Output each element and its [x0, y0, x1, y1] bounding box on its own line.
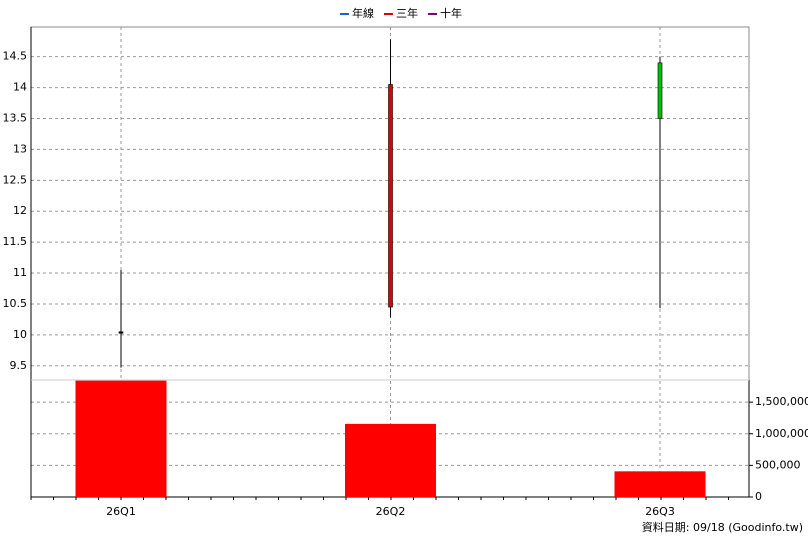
legend-label: 三年: [396, 6, 418, 20]
y-tick-label: 12.5: [3, 173, 28, 186]
candle-body: [118, 331, 124, 334]
y-tick-label: 13: [13, 142, 27, 155]
volume-bar: [614, 471, 706, 497]
volume-bar: [345, 423, 436, 497]
y2-tick-label: 0: [755, 490, 762, 503]
x-tick-label: 26Q3: [645, 505, 675, 518]
y-tick-label: 12: [13, 204, 27, 217]
y2-tick-label: 500,000: [755, 458, 801, 471]
y2-tick-label: 1,000,000: [755, 427, 808, 440]
y-tick-label: 11.5: [3, 235, 28, 248]
volume-bar: [75, 380, 167, 497]
y-tick-label: 14: [13, 81, 27, 94]
footer: 資料日期: 09/18 (Goodinfo.tw): [642, 520, 803, 534]
legend-label: 十年: [440, 6, 462, 20]
y-tick-label: 14.5: [3, 50, 28, 63]
y-tick-label: 11: [13, 266, 27, 279]
y2-tick-label: 1,500,000: [755, 395, 808, 408]
y-tick-label: 10.5: [3, 297, 28, 310]
x-tick-label: 26Q2: [376, 505, 406, 518]
candle-body: [388, 84, 393, 308]
legend-label: 年線: [352, 6, 374, 20]
x-tick-label: 26Q1: [106, 505, 136, 518]
y-tick-label: 13.5: [3, 111, 28, 124]
y-tick-label: 9.5: [10, 359, 28, 372]
candle-body: [657, 62, 663, 119]
y-tick-label: 10: [13, 328, 27, 341]
